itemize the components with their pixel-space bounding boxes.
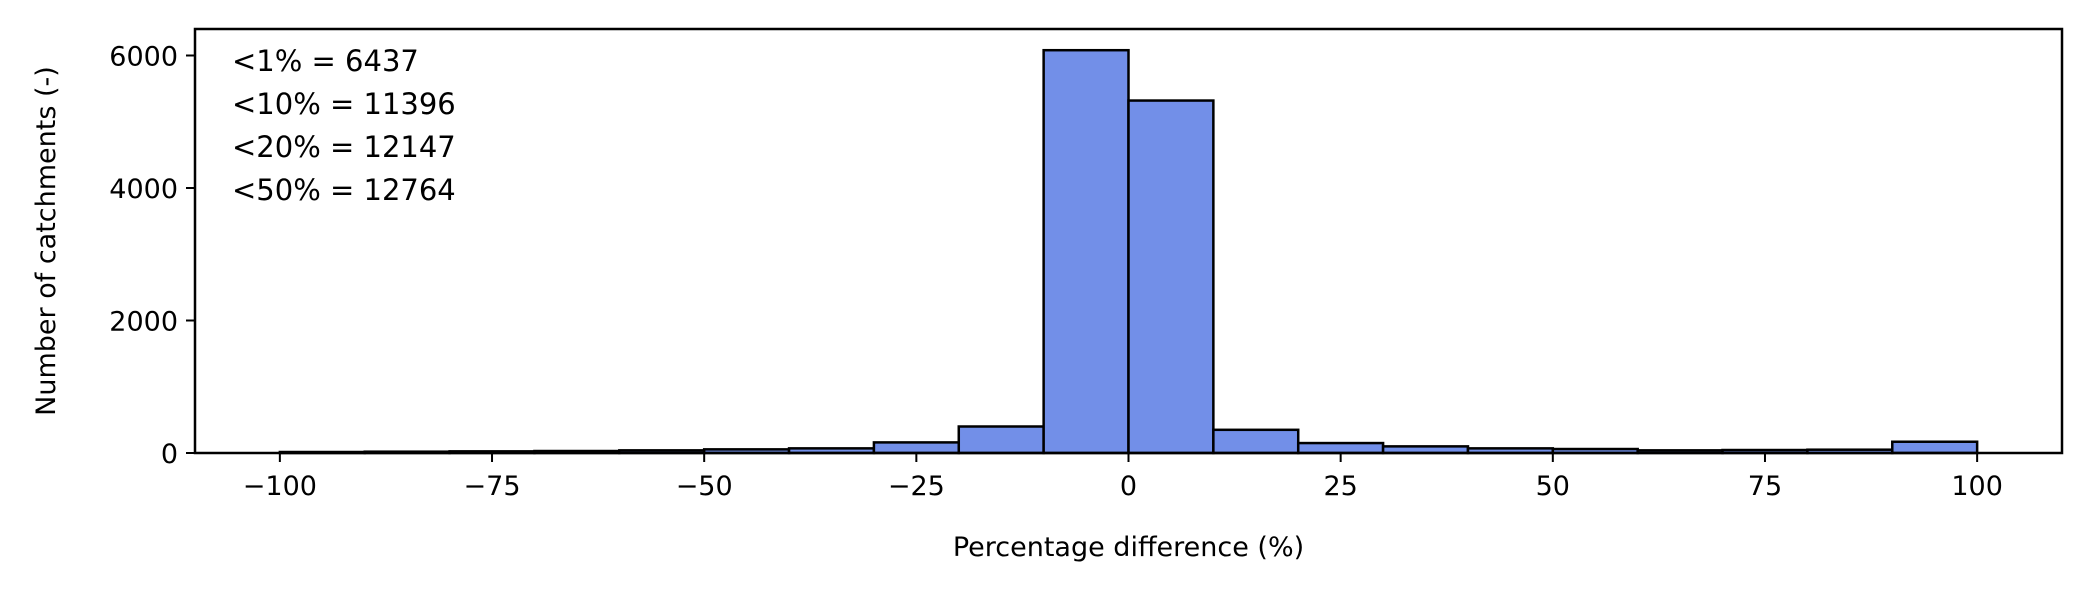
x-tick-label: 25: [1323, 471, 1357, 502]
y-tick-label: 0: [161, 439, 178, 470]
y-tick-label: 2000: [109, 307, 178, 338]
bars-group: [278, 48, 1979, 455]
y-axis: 0 2000 4000 6000: [109, 42, 195, 470]
histogram-bar: [1127, 99, 1215, 455]
histogram-bar: [1212, 428, 1300, 455]
x-tick-label: −50: [676, 471, 733, 502]
x-tick-label: 75: [1748, 471, 1782, 502]
histogram-bar: [1042, 48, 1130, 455]
x-tick-label: 0: [1120, 471, 1137, 502]
y-tick-label: 6000: [109, 42, 178, 73]
x-tick-label: 50: [1536, 471, 1570, 502]
x-tick-label: −25: [888, 471, 945, 502]
x-axis: −100 −75 −50 −25 0 25 50 75 100: [243, 453, 2003, 502]
x-axis-label: Percentage difference (%): [953, 532, 1304, 563]
annotation-line: <50% = 12764: [232, 173, 456, 207]
histogram-bar: [1296, 441, 1385, 455]
histogram-bar: [872, 441, 961, 455]
x-tick-label: −100: [243, 471, 317, 502]
annotation-line: <10% = 11396: [232, 87, 456, 121]
histogram-bar: [957, 425, 1045, 455]
annotation-line: <1% = 6437: [232, 44, 419, 78]
histogram-bar: [1891, 440, 1979, 455]
y-axis-label: Number of catchments (-): [31, 66, 62, 416]
x-tick-label: 100: [1951, 471, 2003, 502]
annotation-line: <20% = 12147: [232, 130, 456, 164]
y-tick-label: 4000: [109, 174, 178, 205]
annotation-block: <1% = 6437 <10% = 11396 <20% = 12147 <50% =…: [232, 44, 456, 207]
x-tick-label: −75: [464, 471, 521, 502]
